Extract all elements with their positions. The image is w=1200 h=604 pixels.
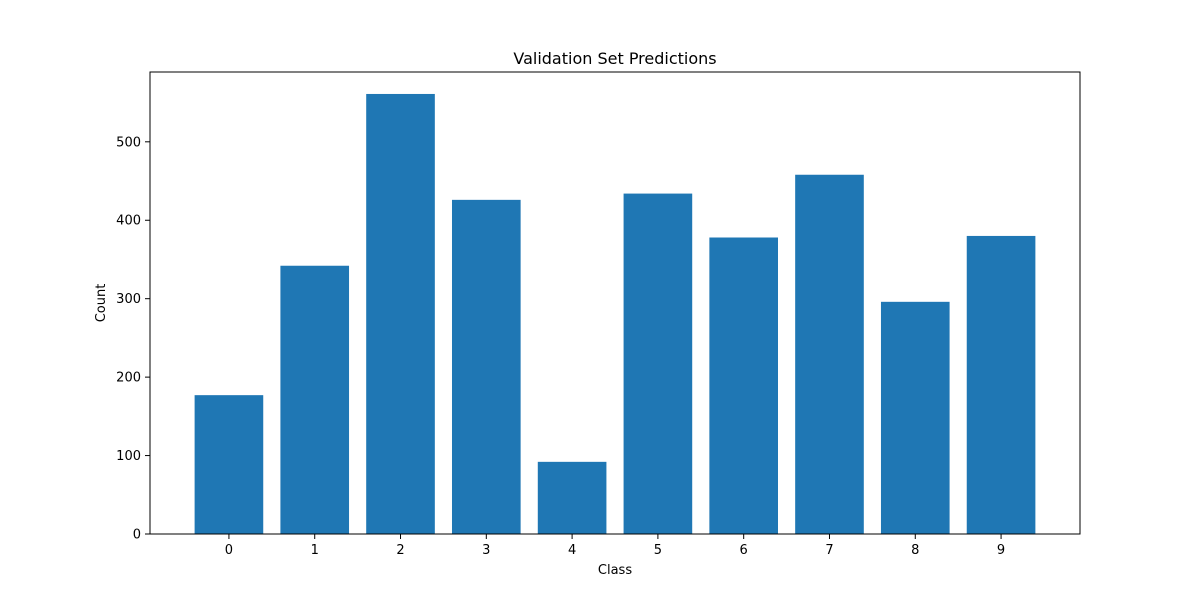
plot-frame xyxy=(149,71,1081,535)
x-tick-label: 7 xyxy=(825,543,833,558)
x-tick-label: 3 xyxy=(482,543,490,558)
y-tick-label: 0 xyxy=(133,528,141,543)
bar-class-0 xyxy=(194,395,264,534)
y-tick-label: 200 xyxy=(116,371,141,386)
x-tick-label: 4 xyxy=(568,543,576,558)
x-tick-label: 5 xyxy=(654,543,662,558)
chart-title: Validation Set Predictions xyxy=(513,49,716,68)
x-tick-label: 0 xyxy=(225,543,233,558)
bar-class-9 xyxy=(966,235,1036,534)
x-tick-label: 9 xyxy=(997,543,1005,558)
x-tick-label: 8 xyxy=(911,543,919,558)
y-tick-label: 400 xyxy=(116,214,141,229)
y-tick-label: 100 xyxy=(116,449,141,464)
x-tick-label: 6 xyxy=(740,543,748,558)
x-axis: 0 1 2 3 4 5 6 7 8 9 xyxy=(225,534,1005,558)
y-tick-label: 300 xyxy=(116,292,141,307)
y-axis: 0 100 200 300 400 500 xyxy=(116,135,150,543)
bar-class-4 xyxy=(537,461,607,534)
x-tick-label: 2 xyxy=(396,543,404,558)
bar-class-2 xyxy=(366,93,435,535)
bar-class-3 xyxy=(451,199,521,534)
bar-class-7 xyxy=(795,174,864,534)
y-axis-label: Count xyxy=(94,284,109,323)
bar-class-6 xyxy=(709,237,778,534)
x-tick-label: 1 xyxy=(311,543,319,558)
bars-layer xyxy=(194,93,1036,535)
bar-class-5 xyxy=(623,193,693,534)
bar-class-1 xyxy=(280,265,350,534)
x-axis-label: Class xyxy=(598,563,632,578)
y-tick-label: 500 xyxy=(116,135,141,150)
bar-class-8 xyxy=(880,301,950,534)
